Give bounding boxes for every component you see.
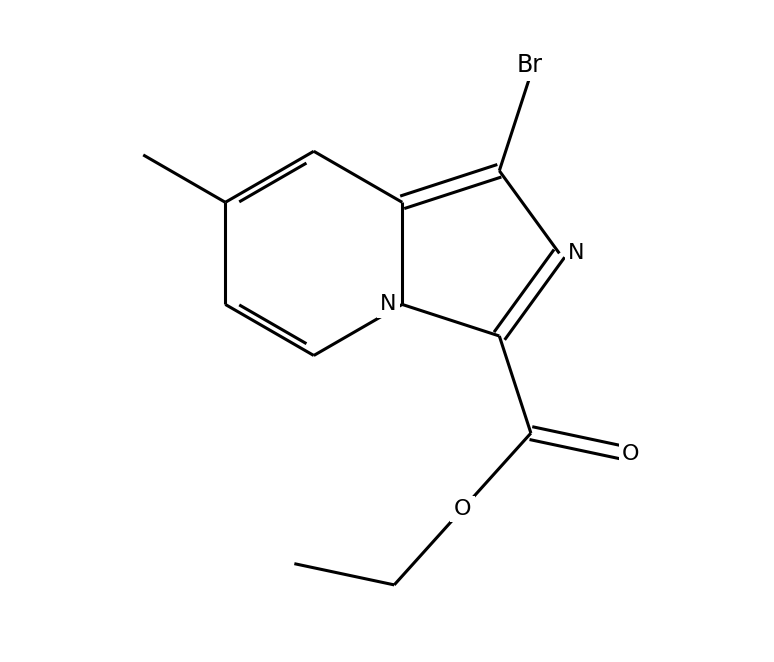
Text: Br: Br xyxy=(517,53,543,77)
Text: O: O xyxy=(454,499,471,519)
Text: N: N xyxy=(568,244,584,263)
Text: O: O xyxy=(622,444,639,464)
Text: N: N xyxy=(380,295,396,314)
